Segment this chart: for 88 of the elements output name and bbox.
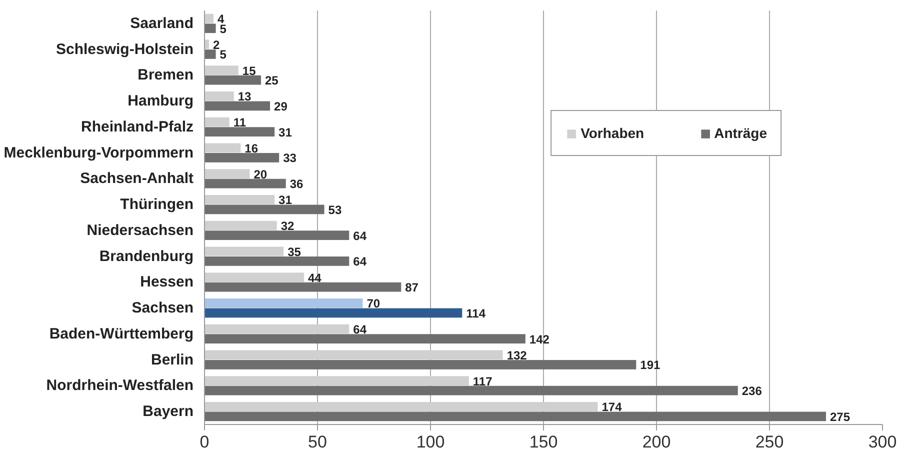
bar [204, 386, 738, 396]
x-tick-label: 200 [642, 432, 671, 450]
bar [204, 117, 230, 127]
data-label: 64 [353, 254, 367, 269]
bar [204, 101, 270, 111]
data-label: 35 [288, 244, 302, 259]
data-label: 29 [274, 99, 288, 114]
y-tick-label: Berlin [150, 351, 194, 368]
data-label: 87 [405, 280, 419, 295]
bar [204, 256, 350, 266]
bar [204, 143, 241, 153]
y-tick-label: Schleswig-Holstein [56, 40, 194, 58]
bar [204, 127, 275, 137]
bar [204, 153, 280, 162]
data-label: 31 [278, 193, 292, 208]
data-label: 236 [742, 384, 762, 398]
data-label: 5 [220, 48, 227, 62]
y-tick-label: Niedersachsen [86, 222, 194, 239]
bar [204, 350, 503, 360]
bar [204, 272, 304, 282]
data-label: 20 [254, 167, 268, 182]
data-label: 15 [242, 64, 256, 78]
bar [204, 24, 216, 34]
data-label: 117 [472, 374, 493, 388]
data-label: 2 [213, 38, 220, 52]
data-label: 5 [220, 22, 227, 36]
data-label: 44 [308, 270, 322, 285]
bar [204, 14, 214, 24]
y-tick-label: Bremen [138, 66, 194, 84]
y-tick-label: Bayern [142, 403, 194, 420]
data-label: 64 [353, 228, 367, 243]
data-label: 142 [529, 332, 550, 346]
data-label: 191 [640, 358, 661, 372]
y-tick-label: Baden-Württemberg [49, 325, 194, 342]
bar [204, 334, 526, 344]
data-label: 70 [366, 296, 380, 311]
bar [204, 230, 350, 240]
data-label: 31 [278, 125, 292, 140]
data-label: 16 [244, 141, 258, 156]
data-label: 132 [506, 348, 528, 362]
y-tick-label: Mecklenburg-Vorpommern [4, 144, 194, 162]
y-tick-label: Nordrhein-Westfalen [46, 377, 194, 394]
bar [204, 178, 286, 188]
legend-label: Anträge [714, 125, 767, 141]
bar [204, 50, 216, 59]
bar [204, 412, 826, 422]
data-label: 275 [830, 410, 850, 424]
data-label: 64 [353, 322, 367, 337]
x-tick-label: 150 [529, 432, 558, 450]
legend-label: Vorhaben [580, 125, 644, 141]
y-tick-label: Sachsen-Anhalt [80, 170, 194, 188]
y-tick-label: Saarland [130, 14, 194, 32]
bar [204, 40, 210, 50]
x-tick-label: 50 [308, 432, 327, 450]
bar [204, 298, 363, 308]
data-label: 33 [283, 151, 297, 166]
bar [204, 402, 598, 412]
data-label: 174 [602, 400, 622, 414]
bar [204, 169, 250, 178]
y-tick-label: Thüringen [120, 196, 194, 214]
bar [204, 220, 277, 230]
data-label: 53 [328, 202, 342, 217]
bar [204, 360, 636, 370]
bar [204, 324, 350, 334]
data-label: 11 [233, 116, 246, 130]
y-tick-label: Brandenburg [99, 248, 194, 265]
y-tick-label: Hamburg [128, 92, 194, 110]
data-label: 36 [290, 177, 304, 192]
x-tick-label: 300 [868, 432, 897, 450]
bar [204, 194, 275, 204]
bar [204, 246, 284, 256]
x-tick-label: 100 [416, 432, 445, 450]
bar [204, 308, 462, 318]
x-tick-label: 250 [755, 432, 784, 450]
bar [204, 91, 234, 101]
data-label: 25 [265, 74, 279, 88]
data-label: 32 [280, 219, 294, 234]
bar [204, 204, 324, 214]
x-tick-label: 0 [200, 432, 210, 450]
y-tick-label: Sachsen [132, 300, 194, 317]
y-tick-label: Hessen [140, 274, 194, 291]
bar [204, 282, 402, 292]
bar [204, 66, 238, 75]
bar [204, 376, 469, 386]
y-tick-label: Rheinland-Pfalz [80, 118, 194, 136]
bar [204, 75, 261, 85]
data-label: 13 [238, 90, 252, 104]
data-label: 114 [466, 306, 486, 320]
